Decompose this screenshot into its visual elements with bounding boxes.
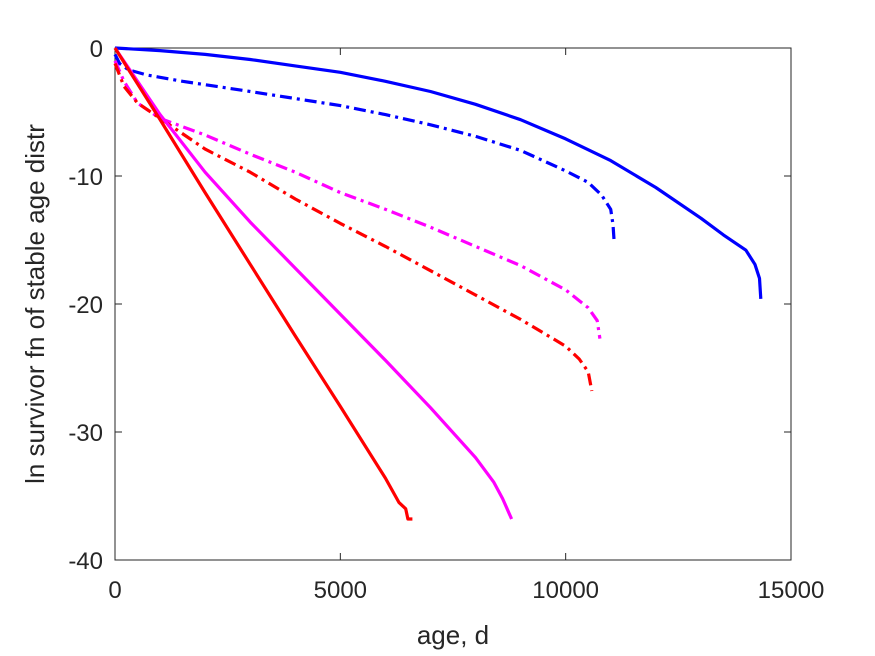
series-line-blue-dashdot: [113, 53, 616, 244]
y-tick-label: -20: [68, 292, 103, 319]
plot-area: [114, 47, 792, 561]
x-axis-label: age, d: [417, 620, 489, 650]
series-line-magenta-dashdot: [113, 60, 602, 339]
x-axis-ticks: 0 5000 10000 15000: [108, 48, 824, 604]
x-tick-label: 15000: [758, 577, 825, 604]
y-tick-label: 0: [90, 36, 103, 63]
y-tick-label: -40: [68, 548, 103, 575]
y-axis-ticks: -40 -30 -20 -10 0: [68, 36, 791, 575]
series-line-magenta-solid: [113, 47, 514, 520]
axes-frame: [114, 47, 792, 561]
series-line-red-solid: [113, 47, 413, 521]
series-line-blue-solid: [114, 46, 763, 300]
series-line-red-dashdot: [113, 62, 594, 392]
series-layer: [113, 46, 763, 521]
x-tick-label: 0: [108, 577, 121, 604]
y-axis-label: ln survivor fn of stable age distr: [20, 124, 50, 484]
y-tick-label: -10: [68, 164, 103, 191]
x-tick-label: 10000: [532, 577, 599, 604]
x-tick-label: 5000: [314, 577, 367, 604]
y-tick-label: -30: [68, 420, 103, 447]
